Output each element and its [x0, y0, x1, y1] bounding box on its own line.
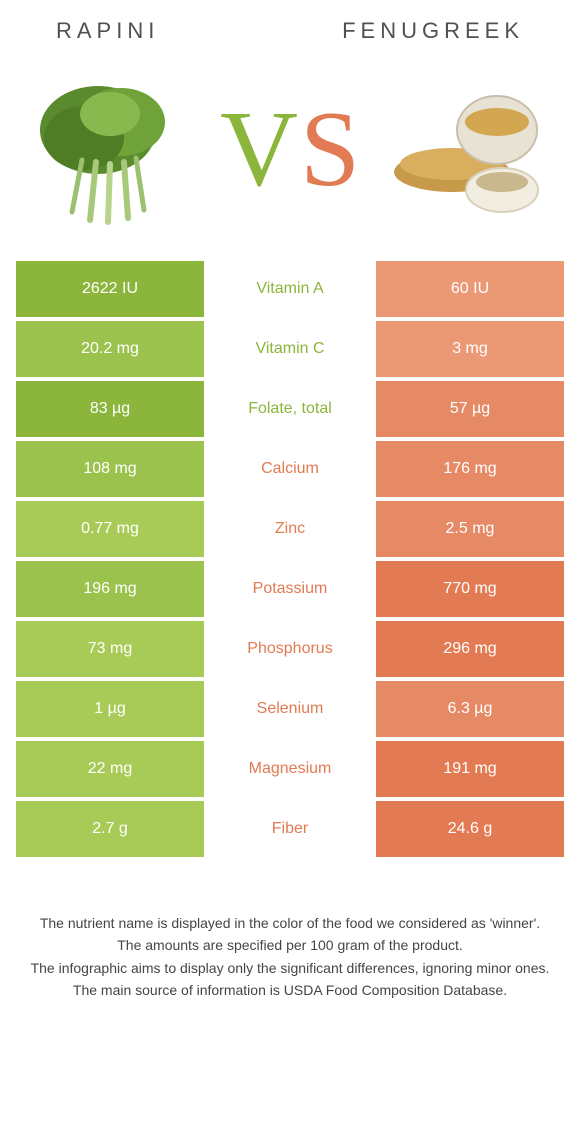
left-value: 73 mg	[16, 621, 204, 677]
vs-s-letter: S	[300, 96, 360, 204]
header-titles: Rapini Fenugreek	[16, 18, 564, 44]
right-food-name: Fenugreek	[342, 18, 524, 44]
right-value: 191 mg	[376, 741, 564, 797]
right-value: 6.3 µg	[376, 681, 564, 737]
comparison-infographic: Rapini Fenugreek V S	[0, 0, 580, 1000]
note-line: The main source of information is USDA F…	[30, 980, 550, 1000]
note-line: The infographic aims to display only the…	[30, 958, 550, 978]
nutrient-name: Potassium	[204, 561, 376, 617]
right-value: 24.6 g	[376, 801, 564, 857]
right-value: 60 IU	[376, 261, 564, 317]
nutrient-name: Phosphorus	[204, 621, 376, 677]
vs-label: V S	[220, 96, 360, 204]
left-value: 22 mg	[16, 741, 204, 797]
table-row: 83 µgFolate, total57 µg	[16, 381, 564, 437]
note-line: The amounts are specified per 100 gram o…	[30, 935, 550, 955]
table-row: 196 mgPotassium770 mg	[16, 561, 564, 617]
table-row: 2622 IUVitamin A60 IU	[16, 261, 564, 317]
table-row: 73 mgPhosphorus296 mg	[16, 621, 564, 677]
table-row: 2.7 gFiber24.6 g	[16, 801, 564, 857]
table-row: 1 µgSelenium6.3 µg	[16, 681, 564, 737]
right-value: 2.5 mg	[376, 501, 564, 557]
left-value: 108 mg	[16, 441, 204, 497]
rapini-image	[26, 72, 196, 227]
nutrient-name: Calcium	[204, 441, 376, 497]
left-value: 83 µg	[16, 381, 204, 437]
right-value: 57 µg	[376, 381, 564, 437]
right-value: 770 mg	[376, 561, 564, 617]
table-row: 22 mgMagnesium191 mg	[16, 741, 564, 797]
left-value: 2.7 g	[16, 801, 204, 857]
vs-v-letter: V	[220, 96, 298, 204]
nutrient-name: Selenium	[204, 681, 376, 737]
nutrient-name: Magnesium	[204, 741, 376, 797]
nutrient-name: Vitamin C	[204, 321, 376, 377]
table-row: 0.77 mgZinc2.5 mg	[16, 501, 564, 557]
images-row: V S	[16, 72, 564, 227]
left-food-name: Rapini	[56, 18, 159, 44]
note-line: The nutrient name is displayed in the co…	[30, 913, 550, 933]
right-value: 3 mg	[376, 321, 564, 377]
left-value: 196 mg	[16, 561, 204, 617]
left-value: 20.2 mg	[16, 321, 204, 377]
left-value: 0.77 mg	[16, 501, 204, 557]
table-row: 108 mgCalcium176 mg	[16, 441, 564, 497]
left-value: 1 µg	[16, 681, 204, 737]
nutrient-name: Vitamin A	[204, 261, 376, 317]
left-value: 2622 IU	[16, 261, 204, 317]
nutrient-name: Zinc	[204, 501, 376, 557]
nutrient-name: Fiber	[204, 801, 376, 857]
right-value: 296 mg	[376, 621, 564, 677]
fenugreek-image	[384, 72, 554, 227]
notes-block: The nutrient name is displayed in the co…	[16, 913, 564, 1000]
comparison-table: 2622 IUVitamin A60 IU20.2 mgVitamin C3 m…	[16, 261, 564, 857]
nutrient-name: Folate, total	[204, 381, 376, 437]
table-row: 20.2 mgVitamin C3 mg	[16, 321, 564, 377]
right-value: 176 mg	[376, 441, 564, 497]
